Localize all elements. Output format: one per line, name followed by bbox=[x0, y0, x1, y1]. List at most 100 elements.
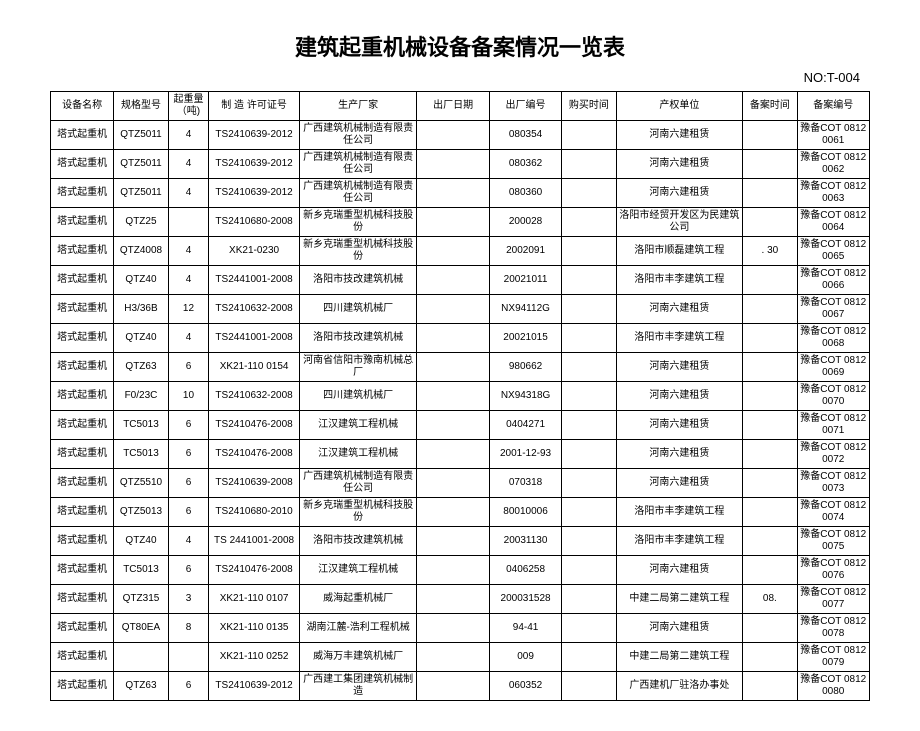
col-header-5: 出厂日期 bbox=[417, 92, 489, 121]
cell-19-5 bbox=[417, 672, 489, 701]
cell-3-2 bbox=[168, 208, 209, 237]
cell-8-8: 河南六建租赁 bbox=[616, 353, 743, 382]
cell-12-1: QTZ5510 bbox=[114, 469, 168, 498]
cell-1-7 bbox=[562, 150, 616, 179]
cell-9-3: TS2410632-2008 bbox=[209, 382, 299, 411]
cell-14-7 bbox=[562, 527, 616, 556]
cell-7-3: TS2441001-2008 bbox=[209, 324, 299, 353]
cell-0-3: TS2410639-2012 bbox=[209, 121, 299, 150]
cell-11-9 bbox=[743, 440, 797, 469]
cell-17-9 bbox=[743, 614, 797, 643]
cell-16-2: 3 bbox=[168, 585, 209, 614]
cell-0-7 bbox=[562, 121, 616, 150]
cell-14-9 bbox=[743, 527, 797, 556]
cell-15-1: TC5013 bbox=[114, 556, 168, 585]
cell-14-0: 塔式起重机 bbox=[51, 527, 114, 556]
cell-7-10: 豫备COT 08120068 bbox=[797, 324, 869, 353]
cell-15-9 bbox=[743, 556, 797, 585]
cell-10-1: TC5013 bbox=[114, 411, 168, 440]
cell-15-10: 豫备COT 08120076 bbox=[797, 556, 869, 585]
cell-15-3: TS2410476-2008 bbox=[209, 556, 299, 585]
cell-15-5 bbox=[417, 556, 489, 585]
cell-13-7 bbox=[562, 498, 616, 527]
cell-18-2 bbox=[168, 643, 209, 672]
col-header-10: 备案编号 bbox=[797, 92, 869, 121]
cell-3-8: 洛阳市经贸开发区为民建筑公司 bbox=[616, 208, 743, 237]
cell-3-4: 新乡克瑞重型机械科技股份 bbox=[299, 208, 417, 237]
cell-5-6: 20021011 bbox=[489, 266, 561, 295]
cell-13-9 bbox=[743, 498, 797, 527]
cell-7-9 bbox=[743, 324, 797, 353]
cell-7-6: 20021015 bbox=[489, 324, 561, 353]
cell-19-4: 广西建工集团建筑机械制造 bbox=[299, 672, 417, 701]
cell-19-7 bbox=[562, 672, 616, 701]
cell-8-5 bbox=[417, 353, 489, 382]
col-header-3: 制 造 许可证号 bbox=[209, 92, 299, 121]
cell-2-5 bbox=[417, 179, 489, 208]
cell-0-4: 广西建筑机械制造有限责任公司 bbox=[299, 121, 417, 150]
cell-6-7 bbox=[562, 295, 616, 324]
cell-5-9 bbox=[743, 266, 797, 295]
table-row: 塔式起重机QTZ404TS2441001-2008洛阳市技改建筑机械200210… bbox=[51, 266, 870, 295]
cell-17-0: 塔式起重机 bbox=[51, 614, 114, 643]
cell-8-0: 塔式起重机 bbox=[51, 353, 114, 382]
cell-18-4: 威海万丰建筑机械厂 bbox=[299, 643, 417, 672]
cell-13-0: 塔式起重机 bbox=[51, 498, 114, 527]
cell-17-6: 94-41 bbox=[489, 614, 561, 643]
cell-7-4: 洛阳市技改建筑机械 bbox=[299, 324, 417, 353]
cell-19-1: QTZ63 bbox=[114, 672, 168, 701]
cell-5-2: 4 bbox=[168, 266, 209, 295]
cell-3-3: TS2410680-2008 bbox=[209, 208, 299, 237]
cell-0-9 bbox=[743, 121, 797, 150]
cell-11-7 bbox=[562, 440, 616, 469]
cell-18-9 bbox=[743, 643, 797, 672]
cell-19-8: 广西建机厂驻洛办事处 bbox=[616, 672, 743, 701]
table-row: 塔式起重机QT80EA8XK21-110 0135湖南江麓-浩利工程机械94-4… bbox=[51, 614, 870, 643]
document-number: NO:T-004 bbox=[50, 70, 870, 85]
cell-8-2: 6 bbox=[168, 353, 209, 382]
table-row: 塔式起重机TC50136TS2410476-2008江汉建筑工程机械2001-1… bbox=[51, 440, 870, 469]
table-row: 塔式起重机QTZ404TS2441001-2008洛阳市技改建筑机械200210… bbox=[51, 324, 870, 353]
cell-2-7 bbox=[562, 179, 616, 208]
cell-6-4: 四川建筑机械厂 bbox=[299, 295, 417, 324]
cell-13-1: QTZ5013 bbox=[114, 498, 168, 527]
cell-18-6: 009 bbox=[489, 643, 561, 672]
cell-14-6: 20031130 bbox=[489, 527, 561, 556]
cell-9-7 bbox=[562, 382, 616, 411]
cell-16-1: QTZ315 bbox=[114, 585, 168, 614]
cell-2-9 bbox=[743, 179, 797, 208]
cell-6-1: H3/36B bbox=[114, 295, 168, 324]
cell-3-1: QTZ25 bbox=[114, 208, 168, 237]
cell-7-7 bbox=[562, 324, 616, 353]
cell-14-1: QTZ40 bbox=[114, 527, 168, 556]
cell-11-0: 塔式起重机 bbox=[51, 440, 114, 469]
cell-7-0: 塔式起重机 bbox=[51, 324, 114, 353]
cell-3-10: 豫备COT 08120064 bbox=[797, 208, 869, 237]
cell-2-1: QTZ5011 bbox=[114, 179, 168, 208]
cell-0-1: QTZ5011 bbox=[114, 121, 168, 150]
cell-8-4: 河南省信阳市豫南机械总厂 bbox=[299, 353, 417, 382]
cell-19-3: TS2410639-2012 bbox=[209, 672, 299, 701]
cell-1-0: 塔式起重机 bbox=[51, 150, 114, 179]
cell-11-5 bbox=[417, 440, 489, 469]
table-row: 塔式起重机TC50136TS2410476-2008江汉建筑工程机械040625… bbox=[51, 556, 870, 585]
cell-1-8: 河南六建租赁 bbox=[616, 150, 743, 179]
cell-7-1: QTZ40 bbox=[114, 324, 168, 353]
table-row: 塔式起重机QTZ50114TS2410639-2012广西建筑机械制造有限责任公… bbox=[51, 179, 870, 208]
cell-4-6: 2002091 bbox=[489, 237, 561, 266]
cell-18-0: 塔式起重机 bbox=[51, 643, 114, 672]
cell-6-0: 塔式起重机 bbox=[51, 295, 114, 324]
col-header-0: 设备名称 bbox=[51, 92, 114, 121]
cell-2-10: 豫备COT 08120063 bbox=[797, 179, 869, 208]
table-row: 塔式起重机XK21-110 0252威海万丰建筑机械厂009中建二局第二建筑工程… bbox=[51, 643, 870, 672]
cell-8-3: XK21-110 0154 bbox=[209, 353, 299, 382]
table-row: 塔式起重机QTZ50114TS2410639-2012广西建筑机械制造有限责任公… bbox=[51, 121, 870, 150]
cell-14-10: 豫备COT 08120075 bbox=[797, 527, 869, 556]
cell-16-3: XK21-110 0107 bbox=[209, 585, 299, 614]
cell-18-5 bbox=[417, 643, 489, 672]
cell-10-10: 豫备COT 08120071 bbox=[797, 411, 869, 440]
cell-4-9: . 30 bbox=[743, 237, 797, 266]
cell-12-2: 6 bbox=[168, 469, 209, 498]
cell-16-4: 威海起重机械厂 bbox=[299, 585, 417, 614]
cell-8-6: 980662 bbox=[489, 353, 561, 382]
